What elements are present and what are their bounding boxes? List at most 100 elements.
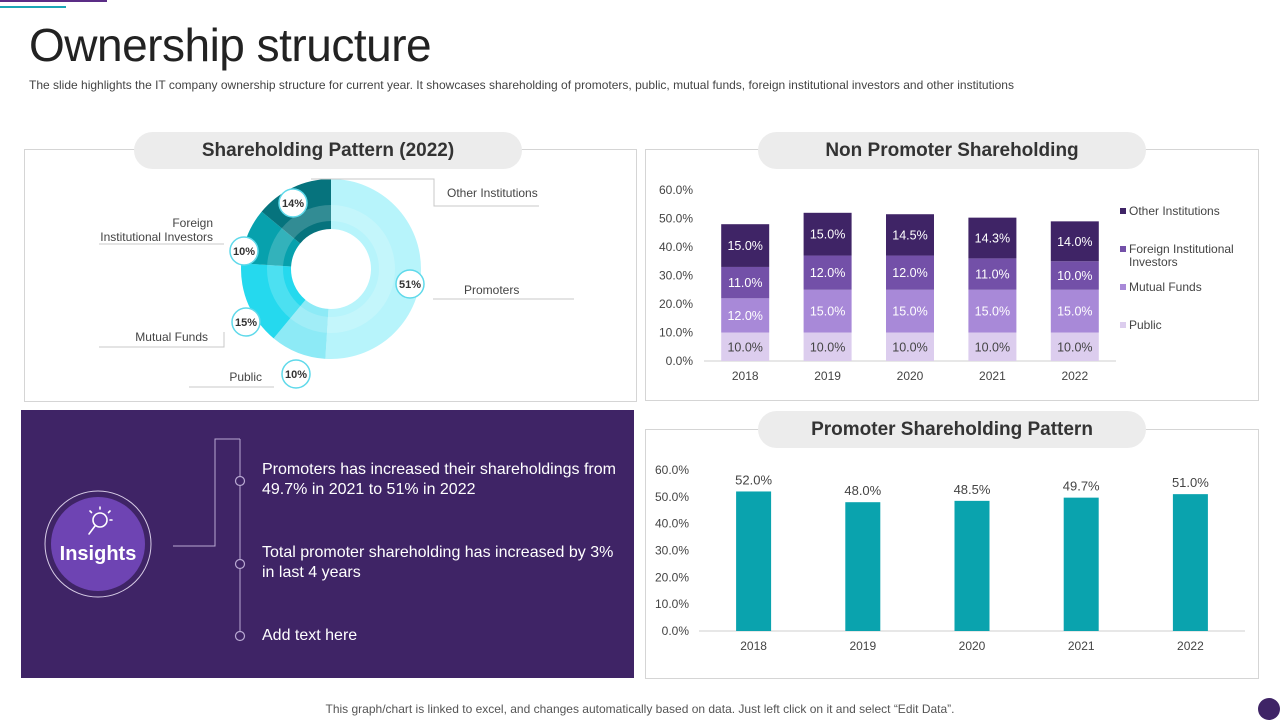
stacked-bar-segment bbox=[721, 298, 770, 333]
donut-category-label: Mutual Funds bbox=[135, 330, 208, 344]
donut-leader-line bbox=[99, 332, 225, 348]
x-tick-label: 2020 bbox=[959, 639, 986, 653]
stacked-bar-value-label: 11.0% bbox=[975, 268, 1010, 282]
stacked-bar-segment bbox=[803, 212, 852, 256]
promoter-bar-value-label: 48.5% bbox=[954, 482, 991, 497]
donut-category-label: Public bbox=[229, 370, 262, 384]
y-tick-label: 50.0% bbox=[655, 490, 689, 504]
stacked-bar-value-label: 12.0% bbox=[810, 266, 845, 280]
x-tick-label: 2019 bbox=[849, 639, 876, 653]
footer-note: This graph/chart is linked to excel, and… bbox=[325, 702, 955, 716]
lightbulb-icon bbox=[88, 506, 113, 535]
y-tick-label: 60.0% bbox=[655, 463, 689, 477]
x-tick-label: 2020 bbox=[897, 369, 924, 383]
insights-connector bbox=[173, 438, 240, 547]
insights-badge-ring bbox=[44, 490, 152, 598]
legend-label-line: Investors bbox=[1129, 255, 1178, 269]
legend-swatch bbox=[1120, 322, 1126, 328]
insight-item: Add text here bbox=[262, 627, 358, 644]
donut-slice bbox=[273, 299, 329, 359]
donut-value-label: 14% bbox=[282, 198, 304, 210]
stacked-bar-segment bbox=[1050, 332, 1099, 361]
donut-value-label: 51% bbox=[399, 279, 421, 291]
timeline-dot bbox=[234, 475, 246, 487]
x-tick-label: 2018 bbox=[732, 369, 759, 383]
promoter-bar bbox=[845, 502, 881, 631]
donut-panel-title: Shareholding Pattern (2022) bbox=[134, 132, 522, 169]
stacked-panel-title: Non Promoter Shareholding bbox=[758, 132, 1146, 169]
donut-leader-line bbox=[311, 178, 539, 207]
x-tick-label: 2022 bbox=[1061, 369, 1088, 383]
promoter-bar bbox=[736, 491, 772, 631]
x-tick-label: 2021 bbox=[979, 369, 1006, 383]
y-tick-label: 50.0% bbox=[659, 212, 693, 226]
promoter-bar-value-label: 51.0% bbox=[1172, 475, 1209, 490]
y-tick-label: 40.0% bbox=[655, 517, 689, 531]
promoter-bar bbox=[1063, 497, 1099, 631]
legend-label: Mutual Funds bbox=[1129, 280, 1202, 294]
legend-label: Public bbox=[1129, 318, 1162, 332]
stacked-bar-value-label: 15.0% bbox=[810, 228, 845, 242]
y-tick-label: 60.0% bbox=[659, 183, 693, 197]
promoter-bar bbox=[954, 500, 990, 631]
legend-swatch bbox=[1120, 284, 1126, 290]
y-tick-label: 40.0% bbox=[659, 240, 693, 254]
stacked-bar-value-label: 15.0% bbox=[975, 305, 1010, 319]
stacked-bar-value-label: 12.0% bbox=[727, 309, 762, 323]
donut-value-label: 10% bbox=[285, 369, 307, 381]
stacked-bar-value-label: 10.0% bbox=[1057, 269, 1092, 283]
stacked-bar-segment bbox=[1050, 221, 1099, 262]
stacked-bar-value-label: 12.0% bbox=[892, 266, 927, 280]
insight-item: Total promoter shareholding has increase… bbox=[262, 544, 614, 581]
legend-swatch bbox=[1120, 246, 1126, 252]
donut-category-label-line: Foreign bbox=[172, 216, 213, 230]
legend-label-line: Foreign Institutional bbox=[1129, 242, 1234, 256]
insights-badge-label: Insights bbox=[60, 543, 137, 565]
donut-category-label: Other Institutions bbox=[447, 186, 538, 200]
insights-badge bbox=[51, 497, 145, 591]
promoter-bar-chart: 0.0% 10.0% 20.0% 30.0% 40.0% 50.0% 60.0% 52.0% 2… bbox=[655, 463, 1245, 653]
donut-value-bubble bbox=[278, 188, 308, 218]
timeline-dot bbox=[234, 630, 246, 642]
donut-inner-ring bbox=[267, 205, 395, 333]
stacked-bar-segment bbox=[886, 332, 934, 361]
legend-label: Foreign Institutional Investors bbox=[1129, 242, 1234, 269]
stacked-bar-value-label: 15.0% bbox=[1057, 305, 1092, 319]
donut-value-label: 10% bbox=[233, 246, 255, 258]
stacked-bar-value-label: 10.0% bbox=[975, 340, 1010, 354]
stacked-bar-segment bbox=[721, 266, 770, 299]
stacked-bar-value-label: 11.0% bbox=[728, 276, 763, 290]
stacked-bar-value-label: 14.0% bbox=[1057, 235, 1092, 249]
stacked-bar-value-label: 10.0% bbox=[1057, 340, 1092, 354]
x-tick-label: 2019 bbox=[814, 369, 841, 383]
stacked-bar-value-label: 15.0% bbox=[727, 239, 762, 253]
donut-value-bubble bbox=[229, 236, 259, 266]
stacked-bar-value-label: 10.0% bbox=[727, 340, 762, 354]
stacked-bar-segment bbox=[968, 258, 1017, 290]
y-tick-label: 30.0% bbox=[659, 269, 693, 283]
stacked-bar-value-label: 15.0% bbox=[892, 305, 927, 319]
x-tick-label: 2018 bbox=[740, 639, 767, 653]
y-tick-label: 20.0% bbox=[659, 297, 693, 311]
stacked-bar-segment bbox=[803, 289, 852, 333]
donut-category-label-line: Institutional Investors bbox=[100, 230, 213, 244]
donut-slice bbox=[325, 179, 422, 359]
promoter-bar bbox=[1172, 494, 1208, 631]
x-tick-label: 2022 bbox=[1177, 639, 1204, 653]
page-subtitle: The slide highlights the IT company owne… bbox=[29, 78, 1014, 92]
promoter-panel-title: Promoter Shareholding Pattern bbox=[758, 411, 1146, 448]
promoter-bar-value-label: 49.7% bbox=[1063, 479, 1100, 494]
insights-panel: Insights Promoters has increased their s… bbox=[21, 410, 634, 678]
y-tick-label: 10.0% bbox=[659, 326, 693, 340]
donut-category-label: Foreign Institutional Investors bbox=[100, 216, 213, 244]
stacked-bar-segment bbox=[968, 289, 1017, 333]
stacked-bar-value-label: 15.0% bbox=[810, 305, 845, 319]
timeline-dot bbox=[234, 558, 246, 570]
stacked-bar-segment bbox=[968, 332, 1017, 361]
stacked-bar-value-label: 10.0% bbox=[810, 340, 845, 354]
stacked-bar-segment bbox=[886, 255, 934, 290]
x-tick-label: 2021 bbox=[1068, 639, 1095, 653]
legend-swatch bbox=[1120, 208, 1126, 214]
page-title: Ownership structure bbox=[29, 19, 432, 71]
stacked-bar-value-label: 14.5% bbox=[892, 228, 927, 242]
